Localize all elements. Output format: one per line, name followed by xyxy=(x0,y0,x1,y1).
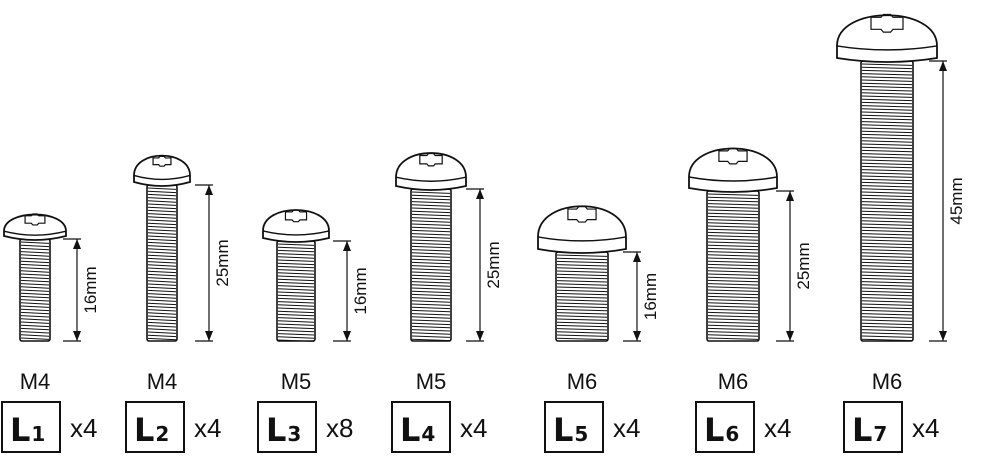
phillips-cross-icon xyxy=(870,13,904,33)
screw-threads xyxy=(861,63,913,342)
length-label: 25mm xyxy=(213,239,232,286)
code-label: L6 xyxy=(704,411,739,449)
code-label: L5 xyxy=(553,411,588,449)
arrow-down-icon xyxy=(343,331,351,341)
length-dimension xyxy=(776,190,794,342)
phillips-cross-icon xyxy=(24,213,46,226)
arrow-down-icon xyxy=(73,331,81,341)
size-label: M5 xyxy=(281,369,312,394)
code-box xyxy=(257,401,317,453)
size-label: M4 xyxy=(147,369,178,394)
screw-2: 25mm M4 L2 x4 xyxy=(125,154,232,453)
phillips-cross-icon xyxy=(152,155,172,167)
screw-threads xyxy=(147,187,177,341)
code-box xyxy=(843,401,903,453)
length-label: 16mm xyxy=(81,266,100,313)
screw-shaft xyxy=(276,240,316,342)
arrow-down-icon xyxy=(939,331,947,341)
phillips-cross-icon xyxy=(419,152,443,167)
screw-threads xyxy=(707,193,759,340)
code-box xyxy=(1,401,61,453)
length-dimension xyxy=(333,240,351,342)
screw-head xyxy=(395,152,467,191)
screw-6: 25mm M6 L6 x4 xyxy=(688,147,813,453)
screw-threads xyxy=(277,243,315,342)
arrow-up-icon xyxy=(343,241,351,251)
screw-threads xyxy=(556,254,608,341)
size-label: M5 xyxy=(416,369,447,394)
arrow-down-icon xyxy=(205,331,213,341)
length-label: 45mm xyxy=(947,177,966,224)
screw-threads xyxy=(20,241,50,340)
arrow-up-icon xyxy=(786,191,794,201)
quantity-label: x8 xyxy=(326,413,353,443)
screw-7: 45mm M6 L7 x4 xyxy=(836,13,966,453)
size-label: M6 xyxy=(567,369,598,394)
size-label: M6 xyxy=(718,369,749,394)
screw-head xyxy=(262,209,330,243)
length-label: 25mm xyxy=(484,241,503,288)
length-dimension xyxy=(63,238,81,342)
screws-layer: 16mm M4 L1 x4 25mm M4 L2 x4 16mm M5 L3 x8 25mm M5 L4 x4… xyxy=(1,13,966,453)
arrow-up-icon xyxy=(939,61,947,71)
code-label: L3 xyxy=(266,411,301,449)
length-label: 16mm xyxy=(351,267,370,314)
arrow-up-icon xyxy=(205,185,213,195)
quantity-label: x4 xyxy=(70,413,97,443)
quantity-label: x4 xyxy=(613,413,640,443)
quantity-label: x4 xyxy=(460,413,487,443)
arrow-up-icon xyxy=(633,252,641,262)
phillips-cross-icon xyxy=(718,147,748,165)
screw-3: 16mm M5 L3 x8 xyxy=(257,209,370,453)
phillips-cross-icon xyxy=(284,209,308,223)
length-dimension xyxy=(929,60,947,342)
code-label: L1 xyxy=(10,411,45,449)
size-label: M6 xyxy=(872,369,903,394)
screw-1: 16mm M4 L1 x4 xyxy=(1,213,100,453)
code-label: L2 xyxy=(134,411,169,449)
code-box xyxy=(544,401,604,453)
quantity-label: x4 xyxy=(912,413,939,443)
screw-head xyxy=(836,13,938,63)
screw-4: 25mm M5 L4 x4 xyxy=(391,152,503,453)
quantity-label: x4 xyxy=(764,413,791,443)
arrow-up-icon xyxy=(73,239,81,249)
screw-head xyxy=(133,154,191,187)
length-label: 16mm xyxy=(641,273,660,320)
code-box xyxy=(391,401,451,453)
code-box xyxy=(125,401,185,453)
screw-head xyxy=(688,147,778,193)
size-label: M4 xyxy=(20,369,51,394)
arrow-up-icon xyxy=(476,189,484,199)
length-dimension xyxy=(623,251,641,342)
quantity-label: x4 xyxy=(194,413,221,443)
screw-head xyxy=(3,213,67,241)
screw-5: 16mm M6 L5 x4 xyxy=(537,205,660,453)
phillips-cross-icon xyxy=(567,205,597,223)
code-label: L4 xyxy=(400,411,435,449)
screw-head xyxy=(537,205,627,254)
code-box xyxy=(695,401,755,453)
arrow-down-icon xyxy=(633,331,641,341)
length-label: 25mm xyxy=(794,242,813,289)
length-dimension xyxy=(195,184,213,342)
arrow-down-icon xyxy=(476,331,484,341)
code-label: L7 xyxy=(852,411,887,449)
length-dimension xyxy=(466,188,484,342)
arrow-down-icon xyxy=(786,331,794,341)
screw-threads xyxy=(411,191,451,342)
